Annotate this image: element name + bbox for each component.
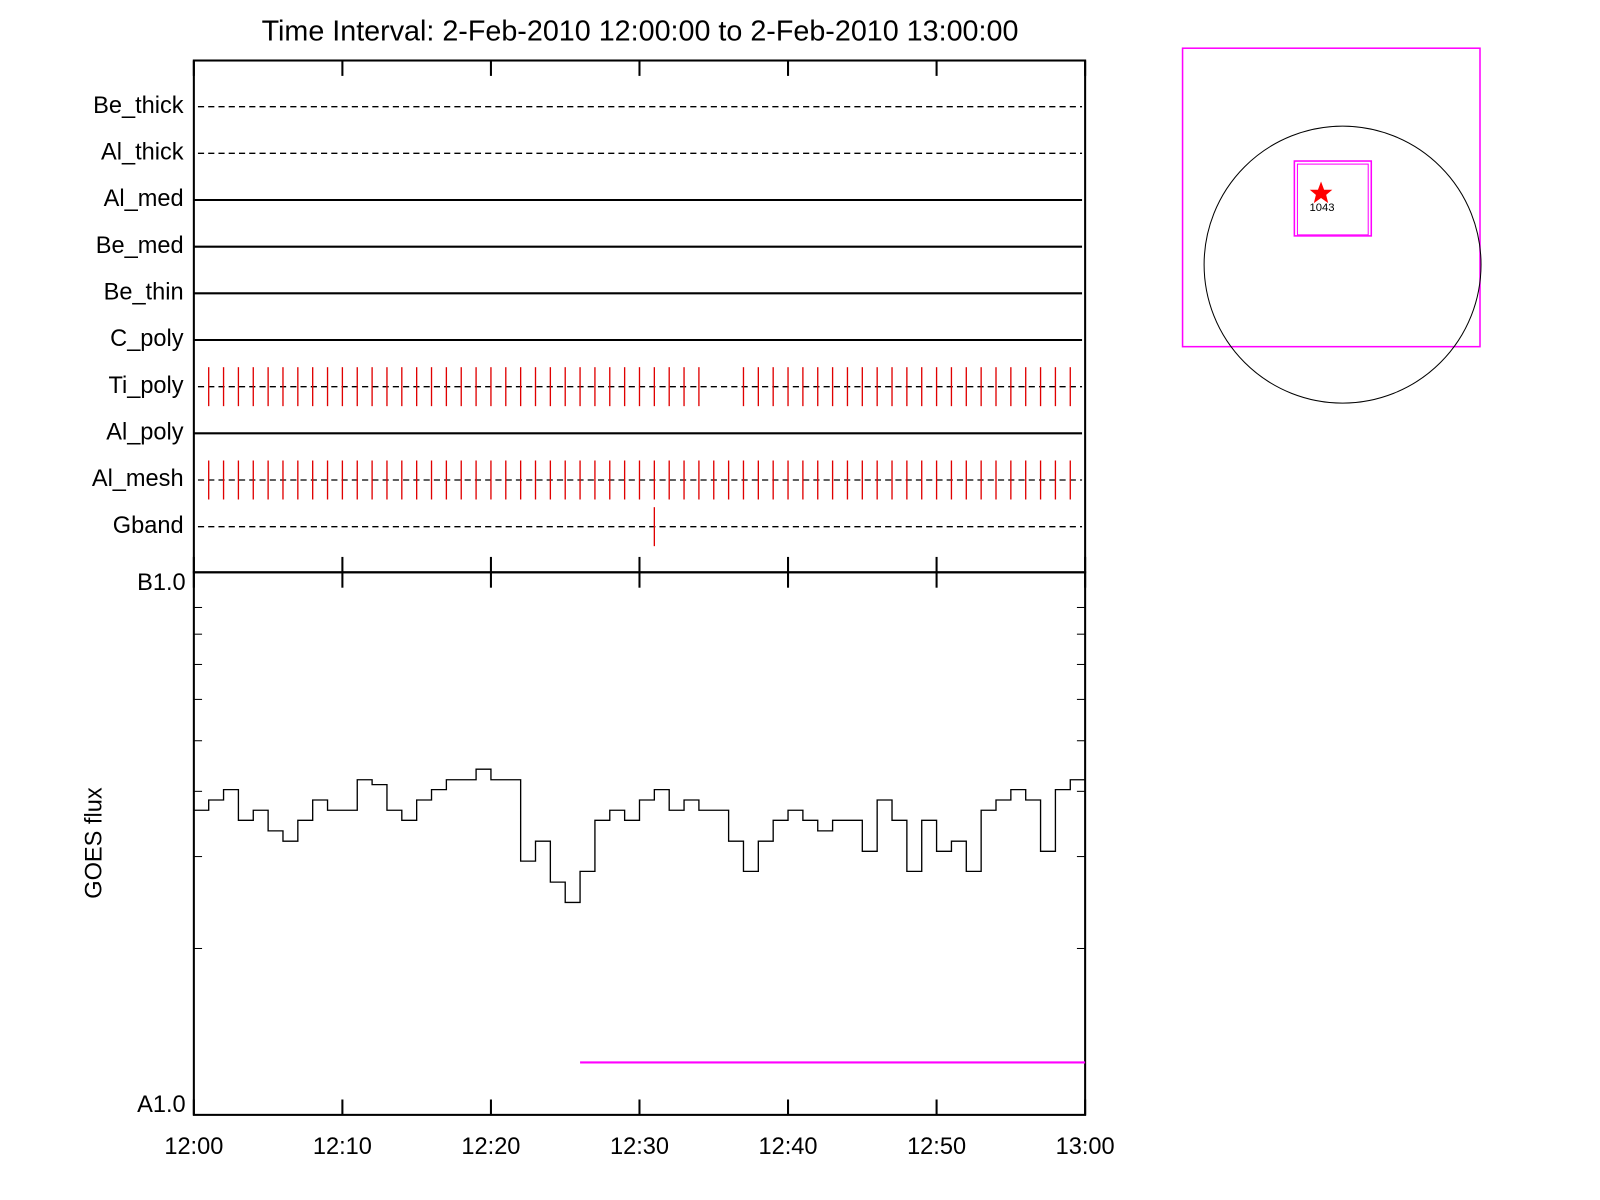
channel-label: Be_med [96, 232, 184, 258]
channel-label: Al_poly [106, 419, 184, 445]
region-box [1293, 160, 1373, 237]
channel-label: Be_thick [93, 92, 184, 118]
y-axis-label: GOES flux [81, 787, 107, 899]
channel-label: Al_thick [101, 139, 184, 165]
x-tick-label: 12:50 [907, 1133, 966, 1159]
channel-label: Gband [113, 512, 184, 538]
locator-panel: 1043 [1181, 47, 1482, 404]
y-tick-label: A1.0 [137, 1091, 186, 1117]
solar-disk [1203, 125, 1482, 404]
region-box-inner [1296, 163, 1369, 236]
x-tick-label: 12:40 [759, 1133, 818, 1159]
x-tick-label: 13:00 [1056, 1133, 1115, 1159]
region-label: 1043 [1310, 202, 1335, 214]
flare-star [1309, 181, 1333, 204]
x-tick-label: 12:20 [461, 1133, 520, 1159]
channel-label: Al_med [104, 185, 184, 211]
flux-line [193, 768, 1086, 904]
x-tick-label: 12:30 [610, 1133, 669, 1159]
y-tick-label: B1.0 [137, 569, 186, 595]
channel-label: Al_mesh [92, 465, 184, 491]
chart-title: Time Interval: 2-Feb-2010 12:00:00 to 2-… [262, 15, 1019, 47]
channel-label: C_poly [110, 325, 184, 351]
field-of-view [1181, 47, 1481, 348]
channel-label: Ti_poly [108, 372, 183, 398]
x-tick-label: 12:00 [164, 1133, 223, 1159]
x-tick-label: 12:10 [313, 1133, 372, 1159]
channel-label: Be_thin [104, 279, 184, 305]
